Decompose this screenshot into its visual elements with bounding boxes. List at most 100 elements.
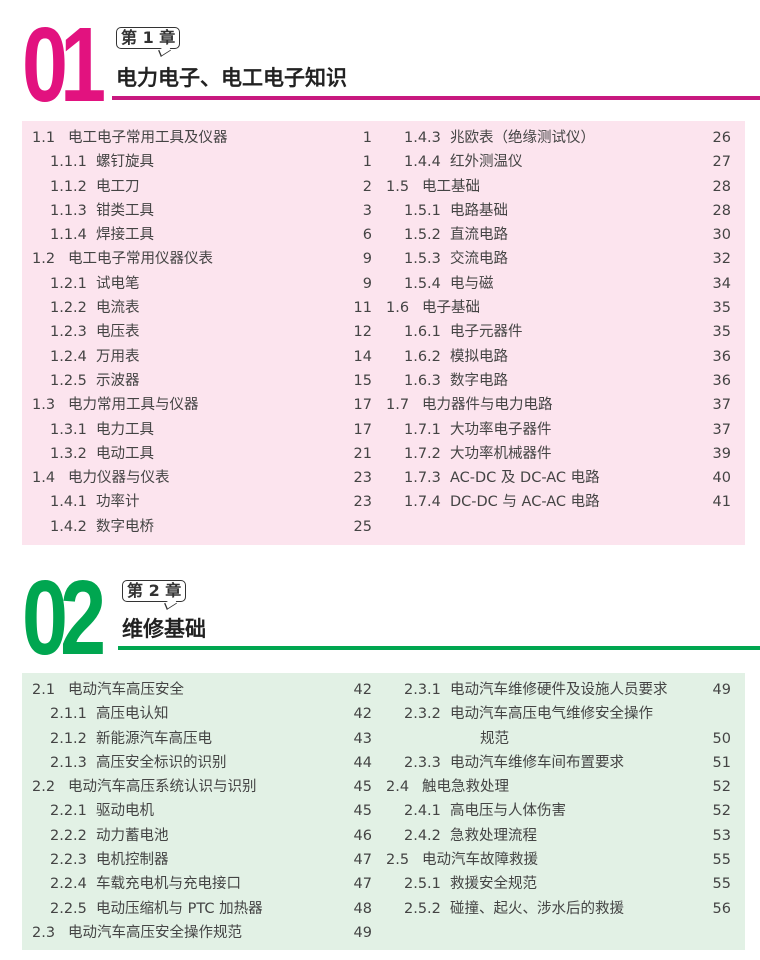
- entry-number: 2.4.1: [404, 803, 441, 820]
- entry-page: 56: [712, 900, 731, 917]
- entry-number: 1.2.4: [50, 348, 87, 365]
- chapter-number: 02: [22, 559, 106, 677]
- entry-number: 1.3.2: [50, 445, 87, 462]
- entry-page: 49: [712, 682, 731, 698]
- toc-chapter-1: 1.1 电工电子常用工具及仪器 1 1.1.1 螺钉旋具 1 1.1.2 电工刀 2 1.1.3 钳…: [22, 121, 745, 545]
- entry-page: 39: [712, 445, 731, 462]
- entry-page: 25: [353, 518, 372, 535]
- entry-number: 1.4.1: [50, 494, 87, 511]
- entry-title: 电动汽车维修车间布置要求: [450, 754, 624, 771]
- entry-page: 28: [712, 178, 731, 195]
- entry-page: 2: [362, 178, 372, 195]
- entry-page: 35: [712, 324, 731, 341]
- entry-page: 35: [712, 300, 731, 317]
- entry-title: 电动压缩机与 PTC 加热器: [96, 900, 263, 917]
- entry-page: 52: [712, 803, 731, 820]
- chapter-label: 第 2 章: [122, 580, 187, 602]
- entry-title: 电工刀: [96, 178, 140, 195]
- entry-page: 9: [362, 251, 372, 268]
- chapter-number: 01: [22, 6, 106, 124]
- entry-number: 1.5: [386, 178, 410, 195]
- entry-title: 钳类工具: [96, 202, 154, 219]
- entry-page: 42: [353, 682, 372, 698]
- entry-title: 万用表: [96, 348, 140, 365]
- entry-number: 1.6: [386, 300, 410, 317]
- entry-page: 41: [712, 494, 731, 511]
- entry-page: 42: [353, 706, 372, 723]
- divider: [112, 96, 760, 100]
- entry-title: 电力仪器与仪表: [68, 470, 170, 487]
- entry-number: 2.1.2: [50, 730, 87, 747]
- entry-page: 34: [712, 275, 731, 292]
- entry-number: 2.1: [32, 682, 56, 698]
- entry-page: 51: [712, 754, 731, 771]
- entry-title: 电路基础: [450, 202, 508, 219]
- toc-chapter-2: 2.1 电动汽车高压安全 42 2.1.1 高压电认知 42 2.1.2 新能源汽车高压电 43…: [22, 673, 745, 950]
- entry-title: 救援安全规范: [450, 876, 537, 893]
- chapter-title: 维修基础: [122, 617, 206, 641]
- entry-page: 37: [712, 421, 731, 438]
- entry-page: 28: [712, 202, 731, 219]
- entry-title: 电动汽车维修硬件及设施人员要求: [450, 682, 668, 698]
- entry-number: 2.1.1: [50, 706, 87, 723]
- entry-number: 2.1.3: [50, 754, 87, 771]
- entry-page: 11: [353, 300, 372, 317]
- entry-title: 新能源汽车高压电: [96, 730, 212, 747]
- entry-number: 1.3.1: [50, 421, 87, 438]
- entry-title: 功率计: [96, 494, 140, 511]
- entry-title: 电子元器件: [450, 324, 523, 341]
- entry-title: 驱动电机: [96, 803, 154, 820]
- divider: [118, 646, 760, 650]
- entry-title: 螺钉旋具: [96, 154, 154, 171]
- entry-number: 2.2.4: [50, 876, 87, 893]
- entry-title: 电力常用工具与仪器: [68, 397, 199, 414]
- entry-number: 1.1.3: [50, 202, 87, 219]
- entry-number: 1.5.2: [404, 227, 441, 244]
- entry-number: 1.2.2: [50, 300, 87, 317]
- entry-number: 2.3.3: [404, 754, 441, 771]
- entry-number: 1.1.2: [50, 178, 87, 195]
- entry-title: 规范: [480, 730, 509, 747]
- entry-title: 电动汽车高压系统认识与识别: [68, 779, 257, 796]
- entry-number: 1.7.4: [404, 494, 441, 511]
- entry-page: 46: [353, 827, 372, 844]
- entry-page: 55: [712, 876, 731, 893]
- entry-title: 电动汽车高压安全操作规范: [68, 924, 242, 941]
- entry-title: 电动汽车故障救援: [422, 852, 538, 869]
- entry-title: 高压安全标识的识别: [96, 754, 227, 771]
- entry-page: 43: [353, 730, 372, 747]
- entry-title: 高电压与人体伤害: [450, 803, 566, 820]
- entry-number: 1.5.4: [404, 275, 441, 292]
- entry-number: 2.3: [32, 924, 56, 941]
- entry-title: 大功率机械器件: [450, 445, 552, 462]
- entry-page: 21: [353, 445, 372, 462]
- entry-number: 2.4.2: [404, 827, 441, 844]
- entry-number: 2.5.1: [404, 876, 441, 893]
- entry-title: 电工基础: [422, 178, 480, 195]
- entry-number: 2.2.1: [50, 803, 87, 820]
- entry-page: 44: [353, 754, 372, 771]
- entry-title: 电力器件与电力电路: [422, 397, 553, 414]
- entry-number: 1.4.2: [50, 518, 87, 535]
- entry-page: 23: [353, 494, 372, 511]
- entry-number: 1.7: [386, 397, 410, 414]
- entry-number: 2.4: [386, 779, 410, 796]
- entry-page: 9: [362, 275, 372, 292]
- entry-number: 1.6.1: [404, 324, 441, 341]
- entry-title: 电流表: [96, 300, 140, 317]
- entry-title: DC-DC 与 AC-AC 电路: [450, 494, 600, 511]
- entry-page: 3: [362, 202, 372, 219]
- entry-title: 电动汽车高压安全: [68, 682, 184, 698]
- entry-page: 27: [712, 154, 731, 171]
- entry-page: 45: [353, 803, 372, 820]
- entry-page: 45: [353, 779, 372, 796]
- entry-page: 53: [712, 827, 731, 844]
- entry-number: 1.5.3: [404, 251, 441, 268]
- entry-page: 12: [353, 324, 372, 341]
- entry-title: 电压表: [96, 324, 140, 341]
- entry-number: 1.7.3: [404, 470, 441, 487]
- entry-page: 30: [712, 227, 731, 244]
- entry-number: 1.2.5: [50, 372, 87, 389]
- entry-title: 模拟电路: [450, 348, 508, 365]
- entry-page: 6: [362, 227, 372, 244]
